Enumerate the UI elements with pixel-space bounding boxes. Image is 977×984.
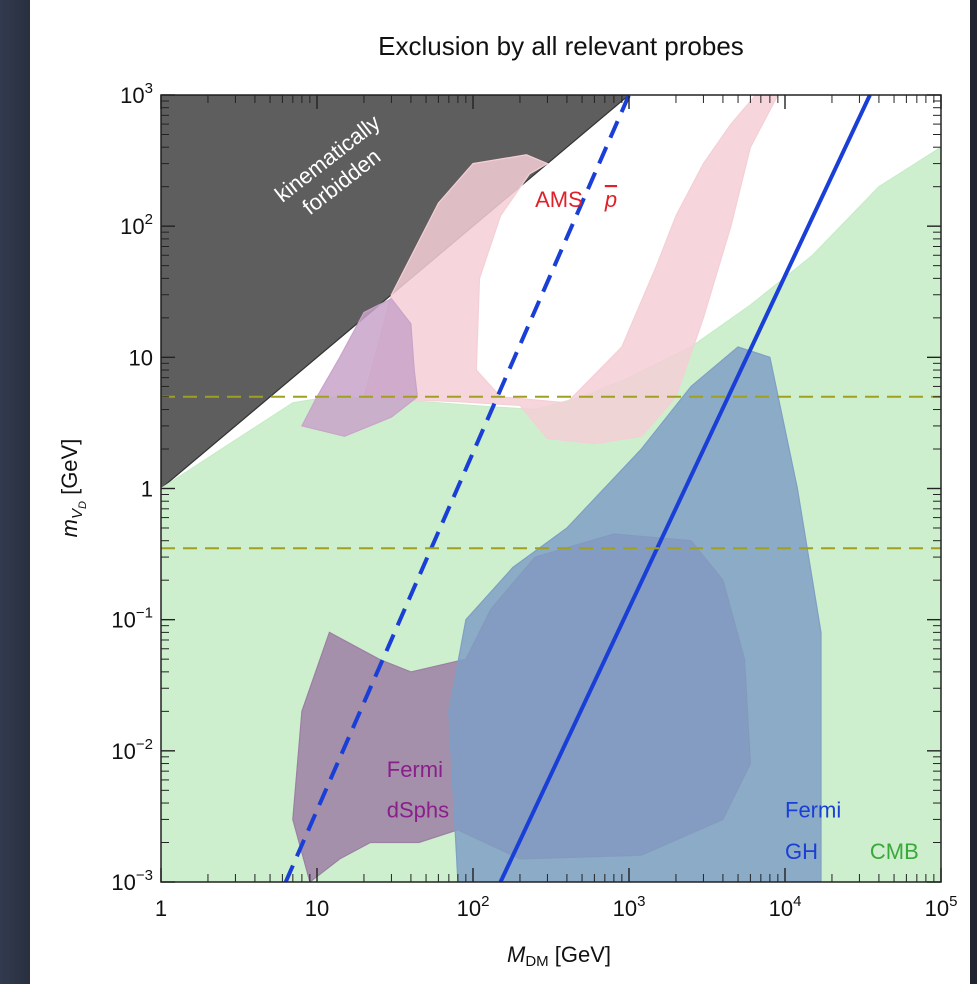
y-tick-label: 10−1 xyxy=(111,605,153,633)
x-tick-label: 10 xyxy=(305,896,329,921)
lines-layer xyxy=(161,95,941,882)
line-solid-blue xyxy=(498,95,872,882)
y-tick-label: 102 xyxy=(120,211,153,239)
y-tick-label: 10−3 xyxy=(111,867,153,895)
region-ams-p xyxy=(363,95,779,445)
x-tick-label: 103 xyxy=(613,893,646,921)
regions-layer xyxy=(161,95,941,882)
slide: Exclusion by all relevant probes 1 10 102 1… xyxy=(30,0,970,984)
x-axis-label: MDM [GeV] xyxy=(507,942,611,970)
y-tick-label: 103 xyxy=(120,80,153,108)
annotation-fermi: Fermi xyxy=(387,757,443,782)
y-tick-label: 10 xyxy=(129,345,153,370)
annotation-fermi: Fermi xyxy=(785,798,841,823)
x-tick-label: 105 xyxy=(925,893,958,921)
y-tick-label: 10−2 xyxy=(111,736,153,764)
annotation-gh: GH xyxy=(785,839,818,864)
annotation-cmb: CMB xyxy=(870,839,919,864)
region-fermi-dsphs-upper xyxy=(301,297,419,437)
chart-title: Exclusion by all relevant probes xyxy=(378,31,744,61)
x-tick-label: 102 xyxy=(457,893,490,921)
line-dashed-blue xyxy=(283,95,631,882)
x-tick-label: 104 xyxy=(769,893,802,921)
annotation-dsphs: dSphs xyxy=(387,798,449,823)
ticks-layer: 1 10 102 103 104 105 10−3 10−2 10−1 1 10 102 103 xyxy=(111,80,957,921)
annotation-p: p xyxy=(604,187,617,212)
x-tick-label: 1 xyxy=(155,896,167,921)
annotation-ams: AMS xyxy=(535,187,583,212)
exclusion-plot: Exclusion by all relevant probes 1 10 102 1… xyxy=(57,31,957,970)
y-axis-label: mVD [GeV] xyxy=(57,439,89,538)
region-fermi-gh xyxy=(448,346,822,882)
y-tick-label: 1 xyxy=(141,477,153,502)
